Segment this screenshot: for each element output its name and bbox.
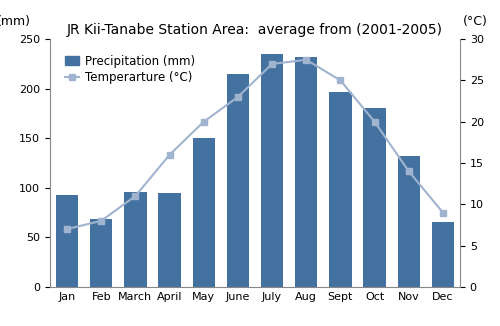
Bar [227, 74, 249, 287]
Bar [364, 109, 386, 287]
Text: (mm): (mm) [0, 15, 31, 28]
Bar [295, 57, 318, 287]
Bar [158, 193, 180, 287]
Bar [432, 222, 454, 287]
Bar [398, 156, 420, 287]
Text: (°C): (°C) [463, 15, 487, 28]
Bar [90, 219, 112, 287]
Bar [261, 54, 283, 287]
Bar [330, 92, 351, 287]
Title: JR Kii-Tanabe Station Area:  average from (2001-2005): JR Kii-Tanabe Station Area: average from… [67, 22, 443, 37]
Bar [56, 195, 78, 287]
Bar [192, 138, 215, 287]
Legend: Precipitation (mm), Temperarture (°C): Precipitation (mm), Temperarture (°C) [60, 50, 200, 89]
Bar [124, 192, 146, 287]
